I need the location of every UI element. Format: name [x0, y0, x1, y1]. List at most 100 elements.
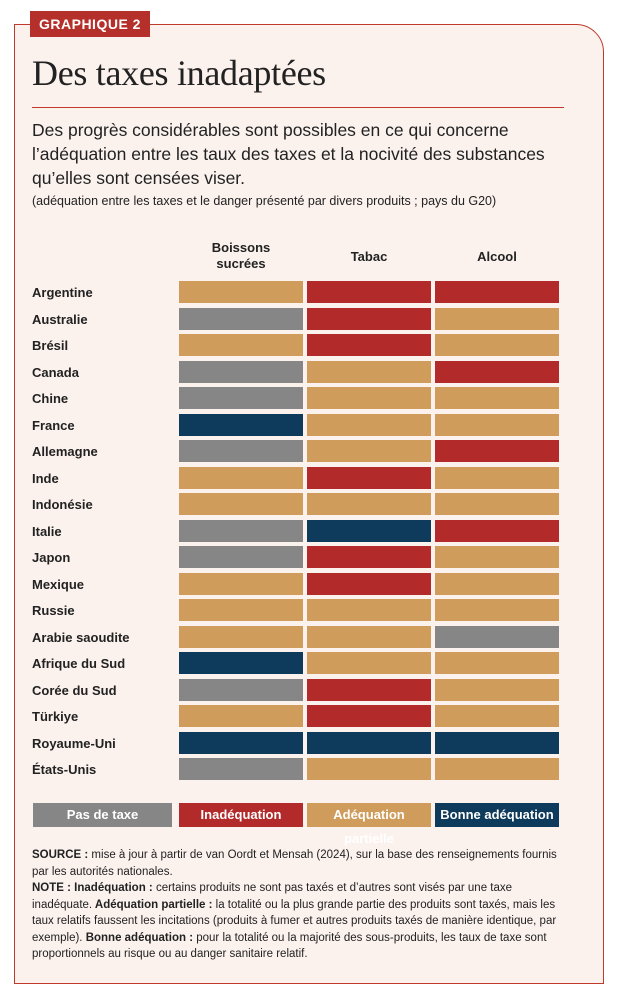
bonne-def-label: Bonne adéquation : [82, 931, 194, 944]
row-label-bresil: Brésil [32, 338, 69, 353]
partielle-def-label: Adéquation partielle : [92, 898, 213, 911]
row-label-france: France [32, 417, 75, 433]
legend-item-adequation-partielle: Adéquation partielle [307, 803, 431, 846]
row-label-afrique-du-sud: Afrique du Sud [32, 656, 126, 671]
cell-bresil-alcool [435, 334, 559, 356]
row-label-etats-unis: États-Unis [32, 762, 97, 777]
cell-royaume-uni-boissons-sucrees [179, 731, 303, 754]
row-label-chine: Chine [32, 391, 69, 406]
chart-title: Des taxes inadaptées [32, 53, 326, 93]
source-text: mise à jour à partir de van Oordt et Men… [32, 849, 557, 878]
cell-turkiye-boissons-sucrees [179, 705, 303, 727]
footnotes: SOURCE : mise à jour à partir de van Oor… [32, 847, 572, 963]
cell-coree-du-sud-alcool [435, 678, 559, 701]
row-label-inde: Inde [32, 470, 59, 486]
cell-indonesie-alcool [435, 493, 559, 515]
cell-afrique-du-sud-alcool [435, 652, 559, 674]
cell-allemagne-tabac [307, 440, 431, 462]
row-label-russie: Russie [32, 603, 75, 618]
cell-coree-du-sud-boissons-sucrees [179, 678, 303, 701]
cell-inde-tabac [307, 466, 431, 489]
cell-chine-alcool [435, 387, 559, 409]
row-label-italie: Italie [32, 523, 62, 539]
row-label-canada: Canada [32, 364, 79, 380]
legend-item-bonne-adequation: Bonne adéquation [435, 803, 559, 827]
legend-item-inadequation: Inadéquation [179, 803, 303, 827]
cell-japon-tabac [307, 546, 431, 568]
legend-item-pas-de-taxe: Pas de taxe [33, 803, 172, 827]
cell-france-tabac [307, 413, 431, 436]
cell-indonesie-tabac [307, 493, 431, 515]
cell-italie-tabac [307, 519, 431, 542]
source-note: SOURCE : mise à jour à partir de van Oor… [32, 847, 572, 880]
cell-australie-boissons-sucrees [179, 307, 303, 330]
chart-subtitle: Des progrès considérables sont possibles… [32, 120, 545, 188]
cell-arabie-saoudite-alcool [435, 625, 559, 648]
row-label-australie: Australie [32, 311, 88, 327]
cell-allemagne-boissons-sucrees [179, 440, 303, 462]
definitions-note: NOTE : Inadéquation : certains produits … [32, 880, 572, 963]
cell-chine-boissons-sucrees [179, 387, 303, 409]
cell-france-boissons-sucrees [179, 413, 303, 436]
cell-etats-unis-alcool [435, 758, 559, 780]
row-label-coree-du-sud: Corée du Sud [32, 682, 117, 698]
cell-afrique-du-sud-boissons-sucrees [179, 652, 303, 674]
row-label-royaume-uni: Royaume-Uni [32, 735, 116, 751]
chart-scope-note: (adéquation entre les taxes et le danger… [32, 194, 497, 208]
cell-royaume-uni-tabac [307, 731, 431, 754]
inadequation-def-label: Inadéquation : [70, 882, 153, 894]
cell-italie-alcool [435, 519, 559, 542]
column-header-tabac: Tabac [350, 249, 388, 264]
cell-mexique-alcool [435, 572, 559, 595]
cell-arabie-saoudite-tabac [307, 625, 431, 648]
cell-argentine-alcool [435, 281, 559, 303]
cell-russie-alcool [435, 599, 559, 621]
cell-inde-alcool [435, 466, 559, 489]
cell-argentine-boissons-sucrees [179, 281, 303, 303]
cell-turkiye-alcool [435, 705, 559, 727]
column-header-alcool: Alcool [477, 249, 517, 264]
inadequation-def-text: certains produits ne sont pas taxés et d… [32, 882, 513, 911]
cell-turkiye-tabac [307, 705, 431, 727]
cell-canada-tabac [307, 360, 431, 383]
row-label-argentine: Argentine [32, 285, 93, 300]
cell-australie-alcool [435, 307, 559, 330]
title-divider [32, 107, 564, 108]
cell-italie-boissons-sucrees [179, 519, 303, 542]
cell-argentine-tabac [307, 281, 431, 303]
cell-russie-tabac [307, 599, 431, 621]
column-header-boissons-sucrees: Boissons sucrées [211, 240, 271, 271]
cell-mexique-boissons-sucrees [179, 572, 303, 595]
partielle-def-text: la totalité ou la plus grande partie des… [32, 898, 557, 944]
cell-canada-alcool [435, 360, 559, 383]
row-label-mexique: Mexique [32, 576, 85, 592]
figure-tag: GRAPHIQUE 2 [30, 11, 150, 37]
cell-coree-du-sud-tabac [307, 678, 431, 701]
cell-arabie-saoudite-boissons-sucrees [179, 625, 303, 648]
cell-allemagne-alcool [435, 440, 559, 462]
cell-canada-boissons-sucrees [179, 360, 303, 383]
row-label-turkiye: Türkiye [32, 709, 79, 724]
cell-indonesie-boissons-sucrees [179, 493, 303, 515]
cell-australie-tabac [307, 307, 431, 330]
cell-etats-unis-boissons-sucrees [179, 758, 303, 780]
cell-france-alcool [435, 413, 559, 436]
cell-japon-boissons-sucrees [179, 546, 303, 568]
cell-mexique-tabac [307, 572, 431, 595]
cell-etats-unis-tabac [307, 758, 431, 780]
row-label-allemagne: Allemagne [32, 444, 98, 459]
cell-bresil-tabac [307, 334, 431, 356]
source-label: SOURCE : [32, 849, 89, 861]
cell-royaume-uni-alcool [435, 731, 559, 754]
bonne-def-text: pour la totalité ou la majorité des sous… [32, 931, 547, 961]
note-label: NOTE : [32, 882, 71, 894]
row-label-arabie-saoudite: Arabie saoudite [32, 629, 130, 645]
cell-japon-alcool [435, 546, 559, 568]
cell-inde-boissons-sucrees [179, 466, 303, 489]
row-label-indonesie: Indonésie [32, 497, 93, 512]
cell-chine-tabac [307, 387, 431, 409]
row-label-japon: Japon [32, 550, 71, 565]
cell-russie-boissons-sucrees [179, 599, 303, 621]
cell-bresil-boissons-sucrees [179, 334, 303, 356]
cell-afrique-du-sud-tabac [307, 652, 431, 674]
